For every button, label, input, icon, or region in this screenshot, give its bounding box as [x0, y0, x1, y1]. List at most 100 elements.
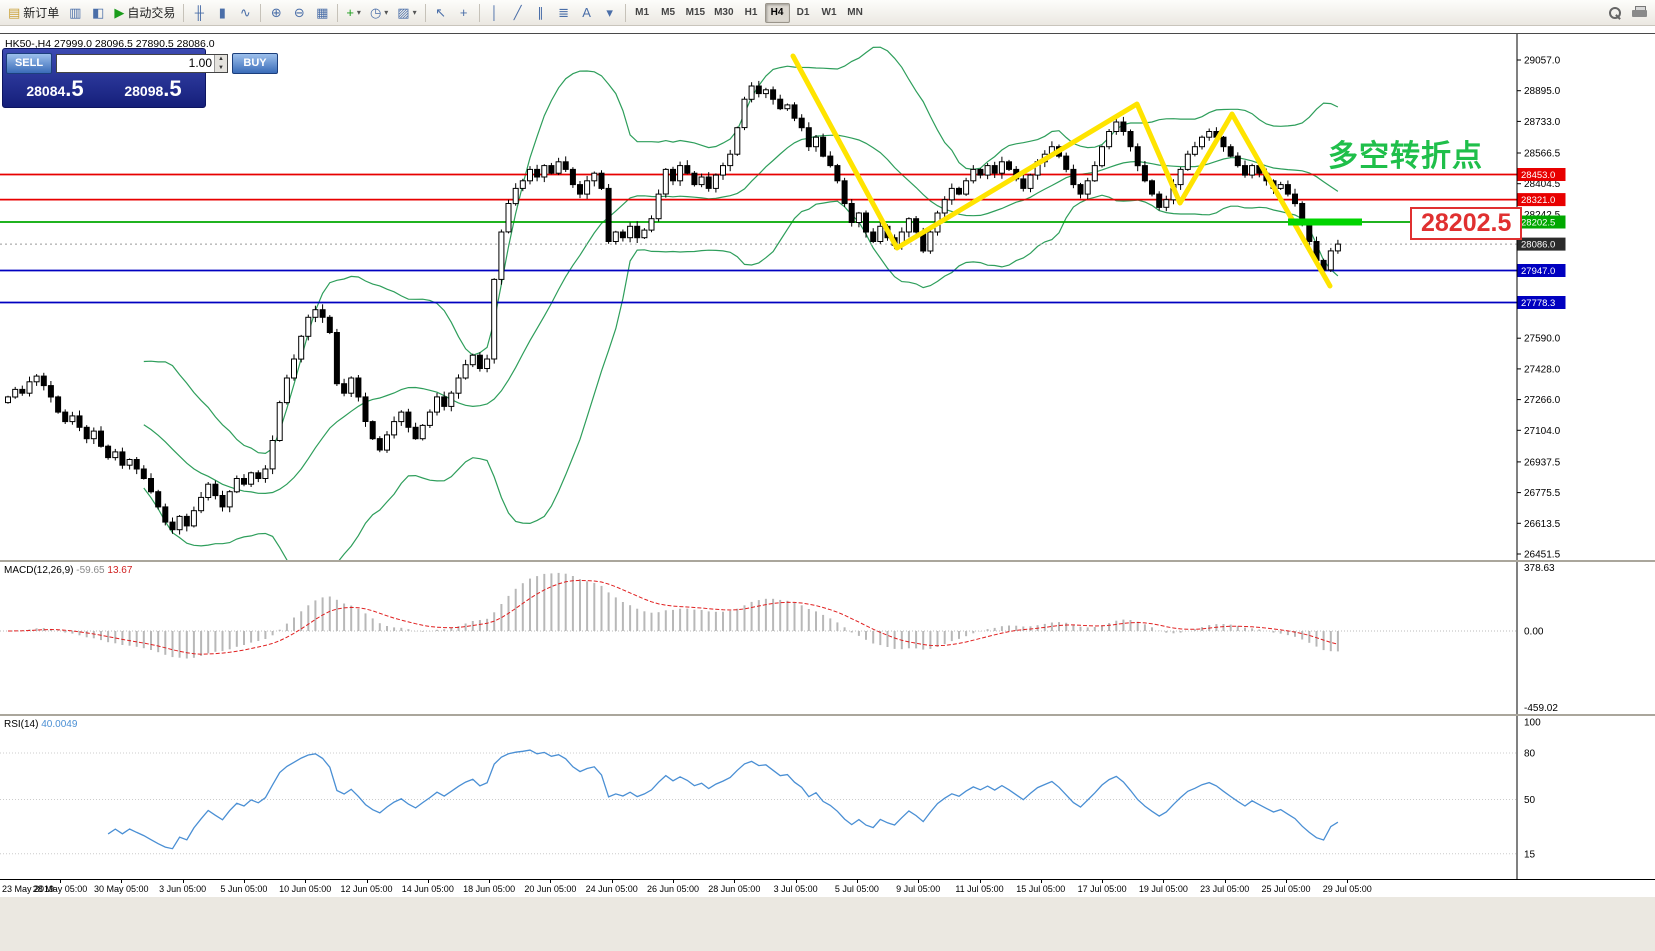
- toolbar-templates-button[interactable]: ▨ ▾: [393, 2, 420, 24]
- timeframe-m15-button[interactable]: M15: [682, 3, 709, 23]
- time-axis-label: 9 Jul 05:00: [896, 884, 941, 894]
- price-tag-28086.0: [1517, 237, 1566, 251]
- time-axis-label: 29 Jul 05:00: [1322, 884, 1372, 894]
- toolbar-profiles-button[interactable]: ◧: [87, 2, 109, 24]
- timeframe-h4-button[interactable]: H4: [764, 2, 790, 23]
- time-axis-label: 10 Jun 05:00: [279, 884, 332, 894]
- price-scale-tick: 28404.5: [1524, 179, 1561, 190]
- macd-canvas[interactable]: 378.63 0.00 -459.02: [0, 562, 1655, 714]
- time-axis[interactable]: 23 May 2019 28 May 05:00 30 May 05:00 3 Jun…: [0, 879, 1655, 897]
- toolbar-candle-chart-button[interactable]: ▮: [211, 2, 233, 24]
- time-axis-tick: [795, 880, 797, 883]
- toolbar-trend-line-button[interactable]: ╱: [507, 2, 529, 24]
- lot-decrease-button[interactable]: ▼: [218, 64, 224, 71]
- time-axis-tick: [182, 880, 184, 883]
- time-axis-tick: [918, 880, 920, 883]
- toolbar-search-button[interactable]: [1604, 2, 1626, 24]
- bollinger-lower-line: [143, 194, 1339, 560]
- time-axis-tick: [427, 880, 429, 883]
- price-tag-27778.3: [1517, 296, 1566, 309]
- toolbar-bar-chart-button[interactable]: ╫: [188, 2, 210, 24]
- toolbar-zoom-in-button[interactable]: ⊕: [265, 2, 287, 24]
- main-chart-panel[interactable]: 29057.0 28895.0 28733.0 28566.5 28404.5 28242…: [0, 33, 1655, 560]
- panel-splitter-2[interactable]: [0, 714, 1655, 716]
- toolbar-print-button[interactable]: [1628, 2, 1651, 24]
- timeframe-m1-button[interactable]: M1: [630, 3, 655, 23]
- price-chart-canvas[interactable]: 29057.0 28895.0 28733.0 28566.5 28404.5 28242…: [0, 34, 1655, 560]
- toolbar-crosshair-button[interactable]: +: [453, 2, 475, 24]
- price-scale-tick: 26775.5: [1524, 488, 1561, 499]
- toolbar-periods-button[interactable]: ◷ ▾: [366, 2, 392, 24]
- lot-increase-button[interactable]: ▲: [218, 55, 224, 62]
- panel-splitter-1[interactable]: [0, 560, 1655, 562]
- macd-histogram: [14, 572, 1339, 659]
- macd-panel[interactable]: 378.63 0.00 -459.02 MACD(12,26,9) -59.65 1…: [0, 562, 1655, 714]
- zoom-in-icon: ⊕: [270, 5, 282, 20]
- toolbar-equidistant-channel-button[interactable]: ∥: [530, 2, 552, 24]
- lot-size-input[interactable]: [57, 54, 214, 72]
- trend-line-icon: ╱: [513, 5, 522, 20]
- trend-zigzag-line[interactable]: [790, 53, 1333, 289]
- timeframe-m5-button[interactable]: M5: [656, 3, 681, 23]
- timeframe-d1-button[interactable]: D1: [791, 3, 816, 23]
- time-axis-label: 25 Jul 05:00: [1261, 884, 1311, 894]
- toolbar-arrow-tool-button[interactable]: ▾: [599, 2, 621, 24]
- toolbar-auto-trading-button[interactable]: ▶ 自动交易: [110, 2, 179, 24]
- toolbar-fibonacci-button[interactable]: ≣: [553, 2, 575, 24]
- time-axis-tick: [1163, 880, 1165, 883]
- toolbar-separator: [183, 3, 185, 22]
- vertical-line-icon: │: [490, 5, 499, 20]
- chart-annotation-text: 多空转折点: [1328, 140, 1483, 173]
- time-axis-tick: [979, 880, 981, 883]
- macd-scale-tick: -459.02: [1524, 703, 1558, 714]
- time-axis-label: 14 Jun 05:00: [401, 884, 454, 894]
- sell-price[interactable]: 28084.5: [6, 75, 104, 106]
- toolbar-new-order-button[interactable]: ▤ 新订单: [4, 2, 63, 24]
- new-chart-icon: +: [346, 5, 354, 20]
- toolbar-new-chart-button[interactable]: + ▾: [342, 2, 365, 24]
- timeframe-w1-button[interactable]: W1: [817, 3, 842, 23]
- sell-price-main: 28084: [26, 83, 66, 99]
- rsi-canvas[interactable]: 100 80 50 15: [0, 716, 1655, 879]
- price-tag-28321.0: [1517, 193, 1566, 207]
- toolbar-line-chart-button[interactable]: ∿: [234, 2, 256, 24]
- macd-signal-value: 13.67: [107, 565, 133, 576]
- toolbar-text-tool-button[interactable]: A: [576, 2, 598, 24]
- toolbar-chart-window-button[interactable]: ▥: [64, 2, 86, 24]
- toolbar-vertical-line-button[interactable]: │: [484, 2, 506, 24]
- time-axis-tick: [489, 880, 491, 883]
- new-order-icon: ▤: [8, 5, 21, 20]
- rsi-panel[interactable]: 100 80 50 15 RSI(14) 40.0049: [0, 716, 1655, 879]
- timeframe-m30-button[interactable]: M30: [710, 3, 737, 23]
- time-axis-tick: [856, 880, 858, 883]
- toolbar-tile-windows-button[interactable]: ▦: [311, 2, 333, 24]
- svg-text:28453.0: 28453.0: [1521, 170, 1555, 181]
- buy-button[interactable]: BUY: [232, 52, 278, 74]
- rsi-line: [107, 749, 1339, 850]
- candles-layer: [5, 80, 1341, 535]
- buy-price[interactable]: 28098.5: [104, 75, 202, 106]
- rsi-value: 40.0049: [41, 719, 78, 730]
- timeframe-h1-button[interactable]: H1: [739, 3, 764, 23]
- time-axis-label: 18 Jun 05:00: [463, 884, 516, 894]
- toolbar-buttons: ▤ 新订单 ▥ ◧ ▶ 自动交易 ╫ ▮ ∿ ⊕ ⊖ ▦ + ▾ ◷ ▾ ▨ ▾ ↖ + │ ╱ ∥ ≣ A ▾ M1 M5 M15 M3…: [4, 2, 1604, 24]
- chart-ohlc-title: HK50-,H4 27999.0 28096.5 27890.5 28086.0: [5, 38, 215, 50]
- time-axis-tick: [611, 880, 613, 883]
- time-axis-label: 11 Jul 05:00: [955, 884, 1004, 894]
- time-axis-label: 12 Jun 05:00: [340, 884, 393, 894]
- time-axis-tick: [1286, 880, 1287, 883]
- sell-button[interactable]: SELL: [6, 52, 52, 74]
- toolbar-zoom-out-button[interactable]: ⊖: [288, 2, 310, 24]
- toolbar-cursor-button[interactable]: ↖: [430, 2, 452, 24]
- time-axis-label: 3 Jul 05:00: [773, 884, 818, 894]
- timeframe-mn-button[interactable]: MN: [843, 3, 868, 23]
- time-axis-tick: [243, 880, 245, 883]
- time-axis-tick: [673, 880, 674, 883]
- price-tag-28202.5: [1517, 215, 1566, 229]
- toolbar-auto-trading-label: 自动交易: [127, 6, 176, 20]
- time-axis-label: 15 Jul 05:00: [1016, 884, 1066, 894]
- macd-scale-tick: 0.00: [1524, 627, 1544, 638]
- price-scale-tick: 27104.0: [1524, 426, 1561, 437]
- rsi-scale-tick: 50: [1524, 795, 1536, 806]
- rsi-label: RSI(14) 40.0049: [4, 719, 78, 730]
